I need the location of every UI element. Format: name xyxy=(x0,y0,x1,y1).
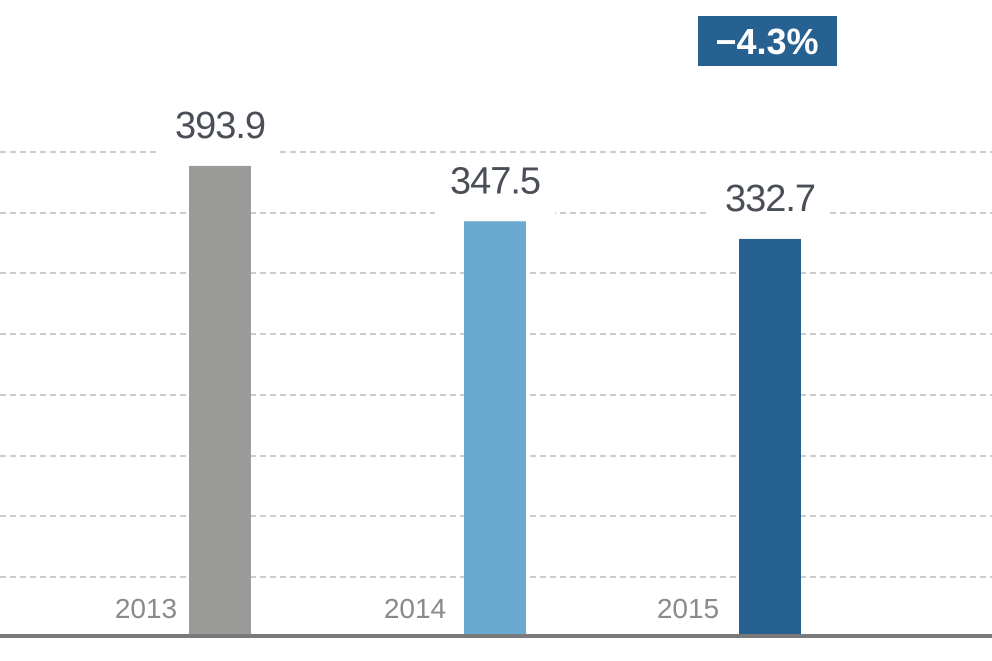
category-label-2013: 2013 xyxy=(115,593,177,624)
bar-2015 xyxy=(739,238,801,636)
value-label-background xyxy=(710,176,830,235)
change-badge xyxy=(698,16,837,66)
value-label-background xyxy=(160,103,280,162)
bar-2014 xyxy=(464,221,526,637)
category-labels: 2013 2014 2015 xyxy=(115,593,719,624)
category-label-2015: 2015 xyxy=(657,593,719,624)
value-label-2015: 332.7 xyxy=(725,178,815,220)
change-percentage: −4.3% xyxy=(715,21,818,62)
value-label-2014: 347.5 xyxy=(450,160,540,202)
change-annotation: −4.3% xyxy=(698,16,837,66)
value-labels: 393.9 347.5 332.7 xyxy=(175,105,816,220)
value-label-background xyxy=(435,159,555,218)
bars xyxy=(189,165,801,637)
category-label-2014: 2014 xyxy=(384,593,446,624)
value-label-2013: 393.9 xyxy=(175,105,265,147)
label-backgrounds xyxy=(160,103,830,235)
bar-2013 xyxy=(189,165,251,636)
